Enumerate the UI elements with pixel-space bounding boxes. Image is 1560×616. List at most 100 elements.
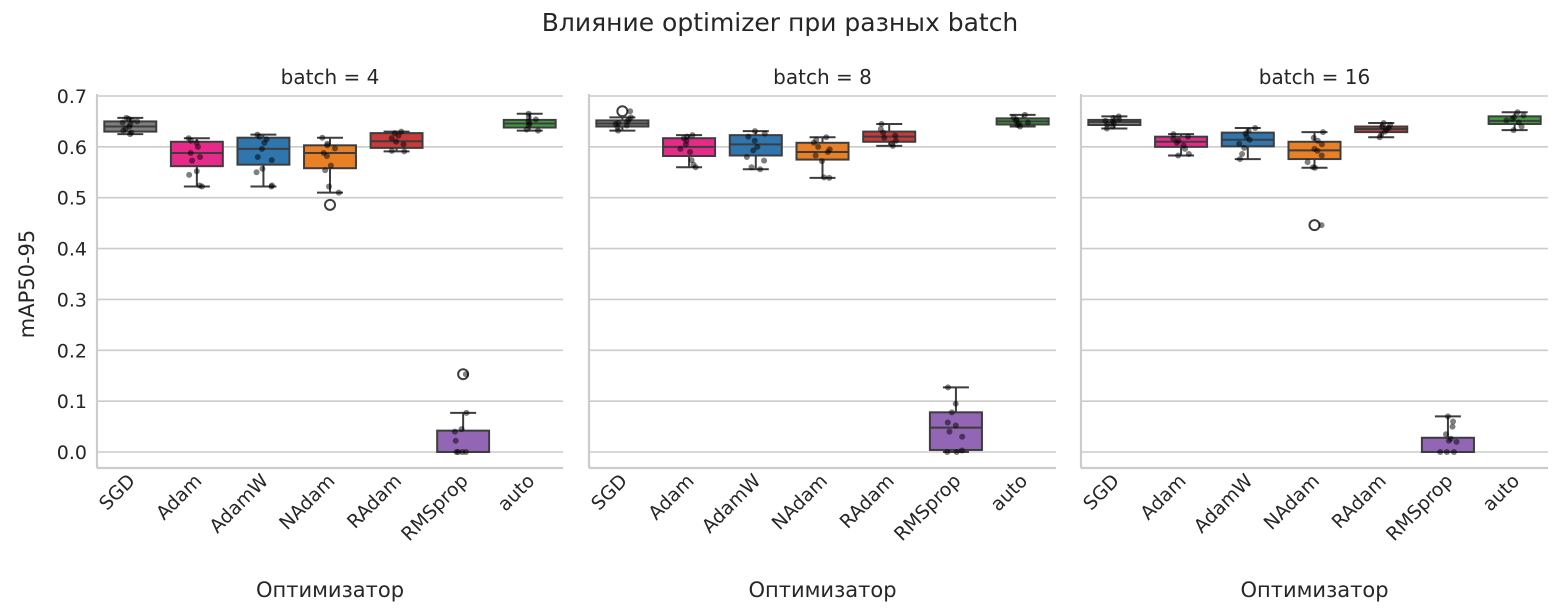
- data-point: [185, 135, 192, 142]
- box-nadam: [795, 134, 850, 181]
- data-point: [1447, 435, 1454, 442]
- data-point: [1010, 114, 1017, 121]
- x-tick-label: RAdam: [343, 470, 406, 533]
- y-tick-label: 0.6: [57, 137, 87, 159]
- data-point: [463, 409, 470, 416]
- x-tick-label: RMSprop: [397, 470, 473, 546]
- data-point: [815, 143, 822, 150]
- data-point: [1024, 119, 1031, 126]
- data-point: [1110, 114, 1117, 121]
- data-point: [193, 139, 200, 146]
- data-point: [128, 129, 135, 136]
- data-point: [335, 189, 342, 196]
- data-point: [946, 428, 953, 435]
- data-point: [1318, 152, 1325, 159]
- data-point: [268, 182, 275, 189]
- box-auto: [995, 111, 1050, 130]
- data-point: [677, 145, 684, 152]
- data-point: [259, 165, 266, 172]
- box-adam: [1154, 131, 1209, 159]
- data-point: [748, 164, 755, 171]
- facet-title: batch = 4: [281, 65, 380, 89]
- box-radam: [1354, 119, 1409, 141]
- data-point: [751, 128, 758, 135]
- data-point: [823, 134, 830, 141]
- box-adamw: [1220, 125, 1275, 163]
- y-tick-label: 0.0: [57, 442, 87, 464]
- data-point: [813, 136, 820, 143]
- data-point: [258, 145, 265, 152]
- box-adam: [169, 135, 224, 190]
- data-point: [1503, 117, 1510, 124]
- data-point: [948, 409, 955, 416]
- y-tick-label: 0.2: [57, 340, 87, 362]
- data-point: [398, 128, 405, 135]
- data-point: [821, 174, 828, 181]
- data-point: [684, 133, 691, 140]
- data-point: [268, 157, 275, 164]
- data-point: [458, 426, 465, 433]
- data-point: [263, 136, 270, 143]
- data-point: [761, 130, 768, 137]
- data-point: [689, 132, 696, 139]
- x-tick-label: auto: [493, 470, 539, 516]
- box-radam: [369, 128, 424, 155]
- x-axis-label: Оптимизатор: [256, 578, 404, 602]
- data-point: [1185, 150, 1192, 157]
- box-nadam: [1287, 129, 1342, 232]
- data-point: [1511, 114, 1518, 121]
- x-tick-label: Adam: [1136, 470, 1190, 524]
- data-point: [331, 145, 338, 152]
- data-point: [1450, 418, 1457, 425]
- data-point: [452, 437, 459, 444]
- data-point: [525, 110, 532, 117]
- data-point: [952, 400, 959, 407]
- data-point: [193, 168, 200, 175]
- data-point: [958, 447, 965, 454]
- data-point: [123, 114, 130, 121]
- data-point: [196, 182, 203, 189]
- data-point: [1115, 113, 1122, 120]
- outlier-marker: [324, 198, 336, 211]
- data-point: [393, 138, 400, 145]
- data-point: [892, 137, 899, 144]
- data-point: [881, 134, 888, 141]
- x-tick-label: RMSprop: [890, 470, 966, 546]
- data-point: [757, 166, 764, 173]
- data-point: [119, 119, 126, 126]
- data-point: [532, 116, 539, 123]
- data-point: [953, 449, 960, 455]
- box-sgd: [103, 114, 158, 138]
- data-point: [459, 449, 466, 455]
- x-axis-label: Оптимизатор: [1240, 578, 1388, 602]
- data-point: [451, 428, 458, 435]
- data-point: [187, 149, 194, 156]
- data-point: [1444, 413, 1451, 420]
- x-tick-label: Adam: [152, 470, 206, 524]
- data-point: [1304, 159, 1311, 166]
- data-point: [1318, 141, 1325, 148]
- x-tick-label: AdamW: [698, 470, 766, 538]
- data-point: [1443, 449, 1450, 455]
- data-point: [319, 134, 326, 141]
- data-point: [761, 157, 768, 164]
- data-point: [627, 108, 634, 115]
- facet-title: batch = 8: [773, 65, 872, 89]
- box-rmsprop: [436, 368, 491, 455]
- x-tick-label: NAdam: [768, 470, 832, 534]
- y-tick-label: 0.3: [57, 289, 87, 311]
- x-tick-label: NAdam: [275, 470, 339, 534]
- data-point: [326, 183, 333, 190]
- data-point: [320, 149, 327, 156]
- x-tick-label: auto: [986, 470, 1032, 516]
- data-point: [1021, 111, 1028, 118]
- data-point: [391, 130, 398, 137]
- x-axis-label: Оптимизатор: [748, 578, 896, 602]
- data-point: [812, 152, 819, 159]
- data-point: [751, 137, 758, 144]
- x-tick-label: SGD: [95, 470, 140, 515]
- data-point: [1170, 131, 1177, 138]
- data-point: [455, 449, 462, 455]
- data-point: [401, 148, 408, 155]
